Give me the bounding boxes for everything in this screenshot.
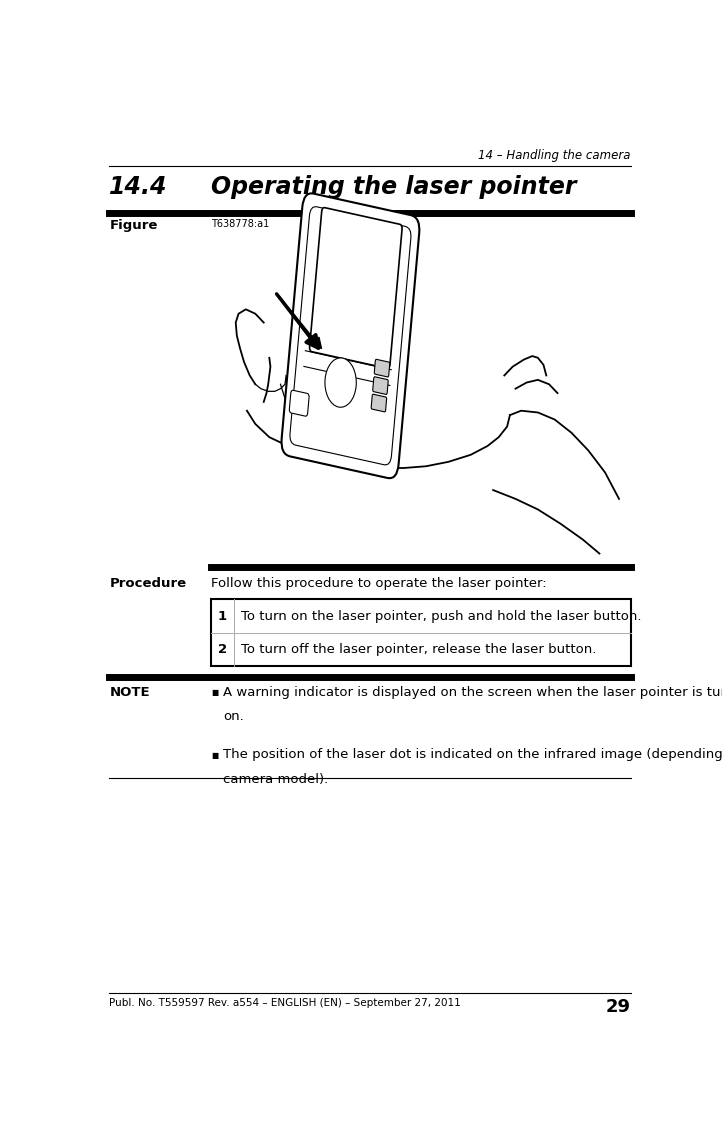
FancyBboxPatch shape: [290, 206, 411, 465]
Circle shape: [325, 358, 356, 408]
FancyBboxPatch shape: [282, 194, 419, 479]
Text: Follow this procedure to operate the laser pointer:: Follow this procedure to operate the las…: [211, 577, 546, 591]
Text: 14.4: 14.4: [109, 175, 168, 199]
FancyBboxPatch shape: [371, 394, 387, 412]
Text: 1: 1: [218, 609, 227, 623]
Text: 29: 29: [606, 998, 631, 1016]
Text: To turn on the laser pointer, push and hold the laser button.: To turn on the laser pointer, push and h…: [240, 609, 641, 623]
Text: To turn off the laser pointer, release the laser button.: To turn off the laser pointer, release t…: [240, 643, 596, 656]
Text: Publ. No. T559597 Rev. a554 – ENGLISH (EN) – September 27, 2011: Publ. No. T559597 Rev. a554 – ENGLISH (E…: [109, 998, 461, 1008]
FancyBboxPatch shape: [373, 377, 388, 394]
FancyBboxPatch shape: [310, 207, 402, 369]
Text: 14 – Handling the camera: 14 – Handling the camera: [478, 149, 631, 163]
Text: camera model).: camera model).: [223, 773, 328, 787]
Text: NOTE: NOTE: [109, 686, 150, 698]
Text: ■: ■: [212, 751, 219, 760]
FancyBboxPatch shape: [290, 390, 309, 416]
Text: 2: 2: [218, 643, 227, 656]
Bar: [211, 599, 631, 666]
Text: A warning indicator is displayed on the screen when the laser pointer is turned: A warning indicator is displayed on the …: [223, 686, 722, 698]
Text: Procedure: Procedure: [109, 577, 186, 591]
Text: on.: on.: [223, 710, 243, 724]
FancyArrowPatch shape: [277, 294, 318, 348]
Text: Figure: Figure: [109, 220, 157, 232]
Text: ■: ■: [212, 688, 219, 697]
FancyBboxPatch shape: [374, 360, 390, 377]
Text: T638778:a1: T638778:a1: [211, 220, 269, 229]
FancyArrowPatch shape: [279, 297, 321, 348]
Text: The position of the laser dot is indicated on the infrared image (depending on t: The position of the laser dot is indicat…: [223, 749, 722, 761]
Text: Operating the laser pointer: Operating the laser pointer: [211, 175, 576, 199]
